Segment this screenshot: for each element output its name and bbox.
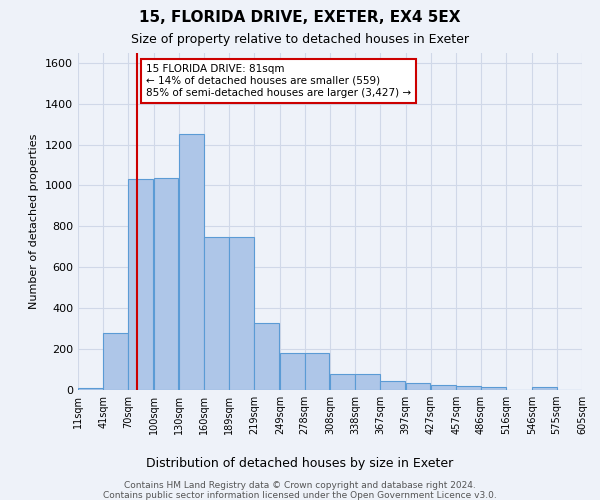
Bar <box>205 236 229 390</box>
Bar <box>330 374 355 390</box>
Text: Contains HM Land Registry data © Crown copyright and database right 2024.: Contains HM Land Registry data © Crown c… <box>124 481 476 490</box>
Y-axis label: Number of detached properties: Number of detached properties <box>29 134 40 309</box>
Bar <box>179 134 203 390</box>
Bar <box>280 353 305 390</box>
Bar <box>457 386 481 390</box>
Text: 15 FLORIDA DRIVE: 81sqm
← 14% of detached houses are smaller (559)
85% of semi-d: 15 FLORIDA DRIVE: 81sqm ← 14% of detache… <box>146 64 411 98</box>
Text: Size of property relative to detached houses in Exeter: Size of property relative to detached ho… <box>131 32 469 46</box>
Bar <box>481 387 506 390</box>
Text: Contains public sector information licensed under the Open Government Licence v3: Contains public sector information licen… <box>103 491 497 500</box>
Bar <box>305 353 329 390</box>
Bar <box>254 322 279 390</box>
Bar <box>154 178 178 390</box>
Bar <box>406 383 430 390</box>
Bar <box>229 236 254 390</box>
Bar <box>380 381 404 390</box>
Bar <box>532 387 557 390</box>
Bar <box>431 385 455 390</box>
Bar <box>128 180 152 390</box>
Text: 15, FLORIDA DRIVE, EXETER, EX4 5EX: 15, FLORIDA DRIVE, EXETER, EX4 5EX <box>139 10 461 25</box>
Bar <box>103 332 128 390</box>
Bar <box>78 388 103 390</box>
Bar <box>355 374 380 390</box>
Text: Distribution of detached houses by size in Exeter: Distribution of detached houses by size … <box>146 458 454 470</box>
